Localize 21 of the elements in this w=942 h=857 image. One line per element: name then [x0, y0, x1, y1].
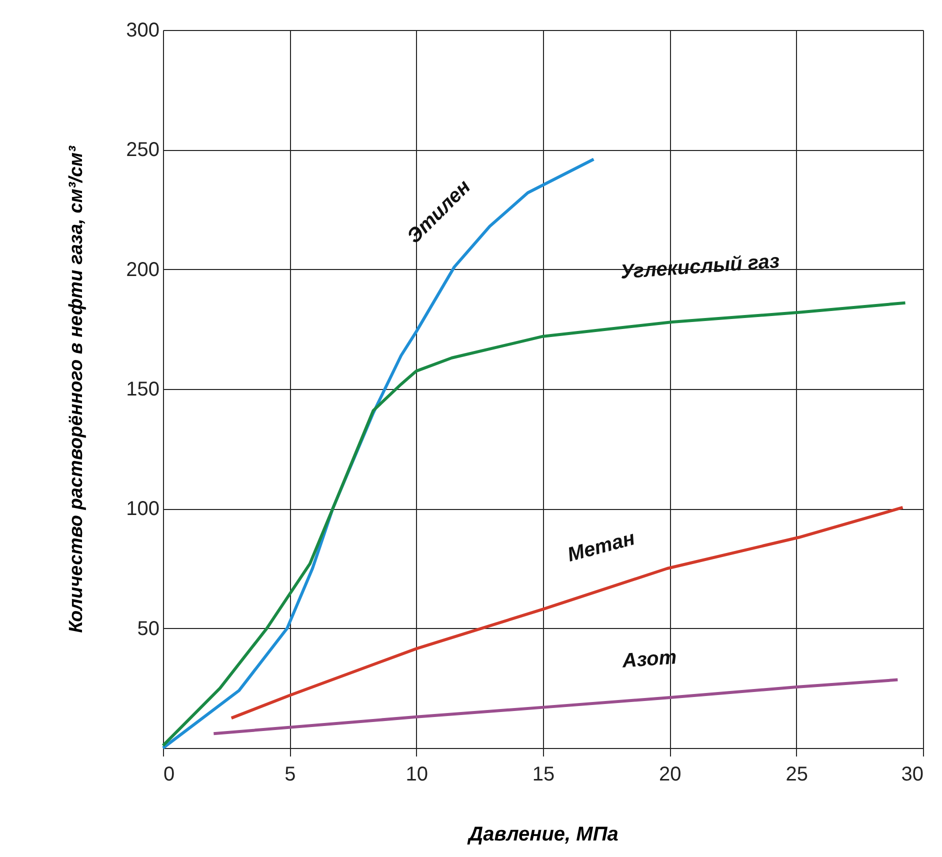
- series-label: Азот: [620, 646, 678, 672]
- x-tick-label: 10: [406, 764, 428, 786]
- x-tick-label: 20: [659, 764, 682, 786]
- x-tick-label: 25: [786, 764, 808, 786]
- line-series: [230, 506, 904, 720]
- x-tick-label: 15: [532, 764, 555, 786]
- y-tick-label: 250: [126, 139, 160, 162]
- y-tick-label: 150: [126, 378, 160, 400]
- line-series: [212, 678, 900, 736]
- x-tick-label: 5: [284, 764, 296, 786]
- x-tick-label: 30: [901, 764, 924, 786]
- y-tick-label: 300: [126, 20, 160, 42]
- x-tick-label: 0: [164, 764, 175, 786]
- text: Метан: [565, 527, 638, 566]
- y-tick-label: 50: [137, 618, 160, 640]
- series-label: Углекислый газ: [620, 250, 780, 284]
- y-tick-label: 200: [126, 258, 160, 281]
- y-axis-title: Количество растворённого в нефти газа, см³/см³: [66, 145, 88, 633]
- line-series: [162, 301, 907, 748]
- y-tick-label: 100: [126, 498, 160, 520]
- x-axis-title: Давление, МПа: [466, 824, 618, 846]
